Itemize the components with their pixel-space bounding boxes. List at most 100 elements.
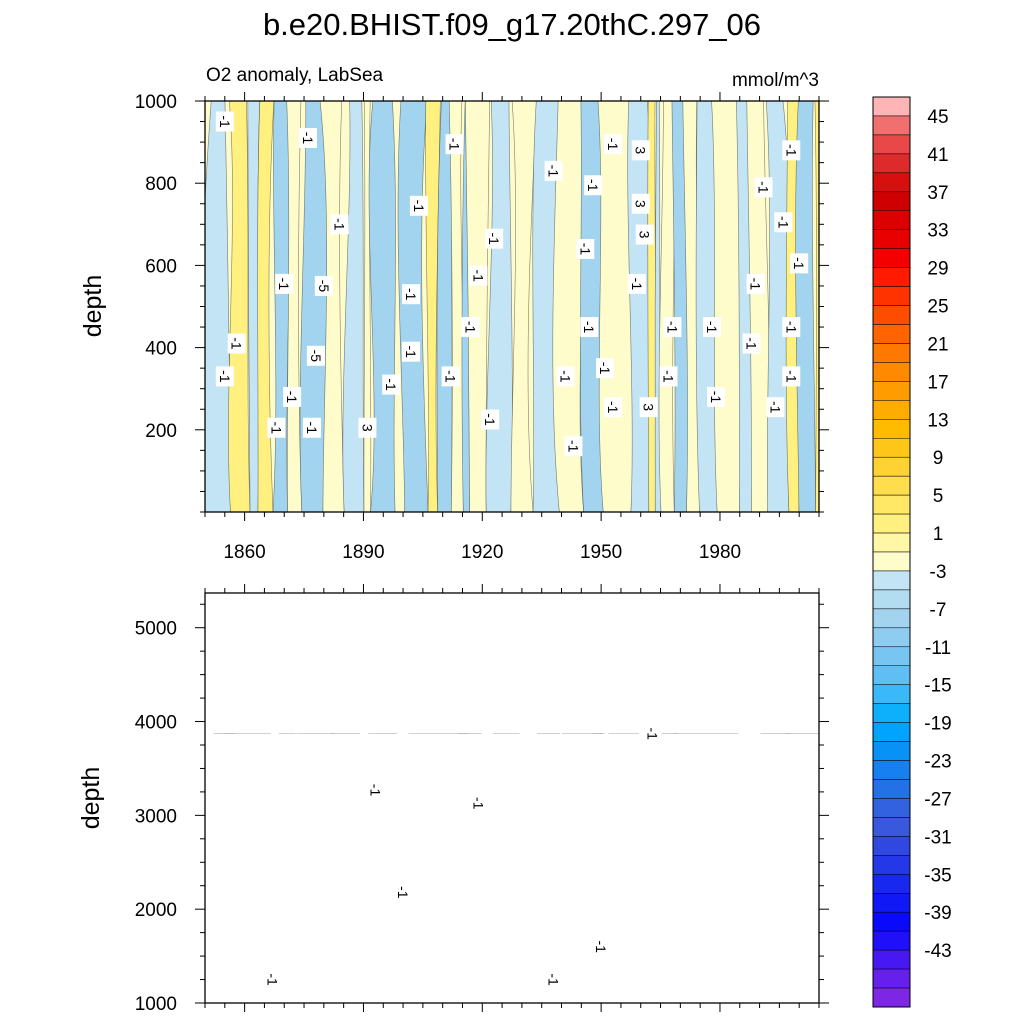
svg-text:-1: -1 [577, 243, 593, 256]
contour-label: -1 [215, 366, 234, 387]
surface-contour [488, 1002, 504, 1003]
svg-text:-1: -1 [383, 378, 399, 391]
colorbar-tick-label: -23 [924, 752, 951, 773]
contour-label: -1 [382, 374, 401, 395]
surface-contour [309, 1002, 319, 1003]
colorbar-swatch [872, 172, 911, 193]
contour-label: -1 [441, 366, 460, 387]
contour-label: -1 [298, 127, 317, 148]
contour-label: -1 [592, 936, 611, 957]
svg-text:-1: -1 [470, 797, 486, 810]
surface-contour [797, 1002, 806, 1003]
contour-label: -5 [314, 275, 333, 296]
surface-contour [659, 511, 671, 512]
colorbar-tick-label: 37 [927, 183, 948, 204]
svg-text:3: 3 [633, 146, 649, 154]
surface-contour [518, 511, 532, 512]
surface-contour [265, 511, 273, 512]
surface-contour [375, 511, 386, 512]
colorbar-swatch [872, 836, 911, 856]
colorbar-tick-label: -3 [930, 562, 947, 583]
contour-band [425, 101, 441, 512]
colorbar-swatch [872, 855, 911, 875]
surface-contour [294, 1002, 308, 1003]
svg-text:-1: -1 [403, 345, 419, 358]
svg-text:-1: -1 [462, 321, 478, 334]
upper-contour-field [205, 101, 819, 512]
surface-contour [455, 511, 463, 512]
svg-text:-1: -1 [605, 138, 621, 151]
colorbar-swatch [872, 893, 911, 913]
contour-label: -1 [584, 175, 603, 196]
colorbar-swatch [872, 400, 911, 420]
colorbar-tick-label: -31 [924, 827, 951, 848]
surface-contour [562, 511, 571, 512]
contour-label: 3 [639, 397, 658, 418]
contour-label: -1 [576, 238, 595, 259]
surface-contour [720, 1002, 730, 1003]
surface-contour [395, 1002, 409, 1003]
svg-text:-1: -1 [403, 288, 419, 301]
surface-contour [276, 511, 290, 512]
surface-contour [385, 511, 396, 512]
surface-contour [229, 511, 244, 512]
svg-text:-5: -5 [316, 280, 332, 293]
colorbar-swatch [872, 191, 911, 212]
colorbar-swatch [872, 779, 911, 799]
contour-band [319, 101, 345, 512]
colorbar-swatch [872, 494, 911, 515]
svg-text:-1: -1 [708, 391, 724, 404]
colorbar-tick-label: -11 [925, 638, 951, 659]
surface-contour [587, 511, 598, 512]
contour-label: -1 [401, 341, 420, 362]
contour-label: -1 [754, 177, 773, 198]
surface-contour [551, 1002, 560, 1003]
surface-contour [502, 1002, 513, 1003]
contour-label: -1 [604, 134, 623, 155]
contour-label: -1 [580, 317, 599, 338]
svg-text:3: 3 [359, 424, 375, 432]
surface-contour [274, 1002, 288, 1003]
surface-contour [675, 1002, 687, 1003]
surface-contour [756, 511, 769, 512]
lower-contour-labels: -1 -1 -1 -1 -1 -1 -1 [263, 723, 662, 990]
colorbar-swatch [872, 286, 911, 306]
surface-contour [479, 511, 492, 512]
svg-text:-1: -1 [546, 973, 562, 986]
colorbar-swatch [872, 96, 911, 117]
surface-contour [417, 511, 432, 512]
surface-contour [805, 511, 819, 512]
surface-contour [631, 1002, 646, 1003]
colorbar-swatch [872, 627, 911, 648]
colorbar-swatch [872, 817, 911, 837]
surface-contour [470, 511, 483, 512]
y-tick-label: 600 [145, 256, 177, 277]
svg-text:-1: -1 [443, 370, 459, 383]
surface-contour [247, 511, 258, 512]
colorbar-tick-label: 41 [927, 145, 948, 166]
surface-contour [255, 511, 264, 512]
surface-contour [556, 511, 565, 512]
colorbar-swatch [872, 930, 911, 951]
contour-label: -1 [627, 273, 646, 294]
colorbar-swatch [872, 381, 911, 401]
surface-contour [293, 511, 303, 512]
y-tick-label: 5000 [135, 619, 177, 640]
lower-y-axis-label: depth [77, 767, 105, 830]
surface-contour [247, 511, 258, 512]
svg-text:-1: -1 [557, 370, 573, 383]
surface-contour [635, 511, 644, 512]
svg-text:-1: -1 [783, 144, 799, 157]
lower-plot-frame [204, 592, 820, 1004]
surface-contour [513, 1002, 522, 1003]
contour-label: -1 [330, 214, 349, 235]
surface-contour [813, 1002, 819, 1003]
colorbar-swatch [872, 665, 911, 685]
colorbar-swatch [872, 475, 911, 496]
contour-label: -1 [790, 253, 809, 274]
svg-text:-1: -1 [767, 401, 783, 414]
svg-text:-1: -1 [565, 440, 581, 453]
surface-contour [682, 1002, 695, 1003]
surface-contour [802, 1002, 811, 1003]
surface-contour [782, 511, 792, 512]
